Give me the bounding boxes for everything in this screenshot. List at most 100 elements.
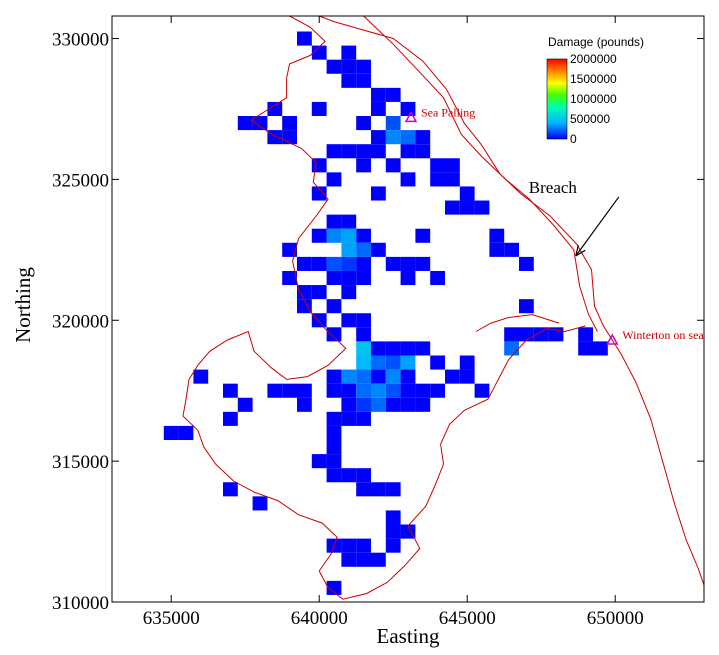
damage-cell [267,383,283,398]
damage-cell [356,144,371,159]
colorbar [546,58,568,140]
damage-cell [504,327,519,342]
place-marker-icon [404,110,418,123]
damage-cell [311,256,327,271]
damage-cell [326,327,342,342]
damage-cell [326,411,342,426]
place-label: Winterton on sea [622,328,704,342]
damage-cell [252,496,268,511]
damage-cell [326,369,342,384]
damage-cell [371,383,386,398]
damage-cell [178,425,194,441]
boundary-line [319,16,704,586]
damage-cell [311,45,327,60]
damage-cell [400,383,416,398]
x-axis-title: Easting [377,624,440,648]
damage-cell [326,256,342,271]
damage-cell [252,116,268,131]
damage-cell [385,158,401,173]
damage-cell [341,73,357,88]
damage-cell [341,45,357,60]
coastline-boundary [182,16,704,600]
damage-cell [356,116,371,131]
damage-cell [371,397,386,412]
damage-cell [341,397,357,412]
x-tick-label: 635000 [143,608,200,629]
damage-cell [282,270,297,286]
y-tick-label: 310000 [52,593,109,614]
damage-cell [356,242,371,257]
damage-cell [223,383,238,398]
damage-cell [430,172,445,187]
damage-cell [489,242,505,257]
damage-cell [282,116,297,131]
damage-cell [341,256,357,271]
damage-cell [297,383,312,398]
damage-cell [385,369,401,384]
damage-cell [519,327,534,342]
damage-cell [356,369,371,384]
damage-cell [533,327,549,342]
damage-cell [341,285,357,300]
damage-cell [356,482,371,497]
damage-cell [400,341,416,356]
damage-cell [341,228,357,243]
damage-cell [356,397,371,412]
damage-cell [341,552,357,567]
damage-cell [356,383,371,398]
damage-cell [223,411,238,426]
damage-cell [519,256,534,271]
damage-cell [297,256,312,271]
damage-cell [371,186,386,201]
damage-cell [163,425,179,441]
damage-cell [341,214,357,229]
damage-cell [430,158,445,173]
damage-cell [356,228,371,243]
place-label: Sea Palling [421,105,475,119]
damage-cell [311,454,327,469]
damage-cell [326,454,342,469]
damage-cell [356,468,371,483]
damage-cell [282,130,297,145]
damage-cell [371,130,386,145]
damage-cell [430,355,445,370]
damage-cell [445,158,460,173]
damage-cells [163,31,608,595]
damage-cell [326,270,342,286]
damage-cell [341,144,357,159]
damage-cell [400,172,416,187]
damage-cell [445,172,460,187]
breach-arrow-shaft [575,196,620,257]
damage-cell [459,355,475,370]
damage-cell [385,524,401,539]
damage-cell [282,242,297,257]
damage-cell [297,285,312,300]
damage-cell [459,200,475,215]
damage-cell [341,59,357,74]
y-tick-label: 325000 [52,170,109,191]
damage-cell [400,270,416,286]
damage-cell [356,313,371,328]
annotations: Sea Palling Winterton on sea Breach [404,105,704,345]
damage-cell [459,186,475,201]
damage-cell [385,116,401,131]
damage-cell [356,411,371,426]
damage-cell [415,144,431,159]
damage-cell [282,383,297,398]
damage-cell [356,158,371,173]
damage-cell [356,341,371,356]
place-marker-icon [605,333,619,345]
damage-cell [385,130,401,145]
boundary-line [475,314,560,332]
damage-cell [400,144,416,159]
damage-cell [400,101,416,117]
damage-cell [400,524,416,539]
damage-cell [385,87,401,102]
damage-cell [341,411,357,426]
damage-cell [504,341,519,356]
damage-cell [356,59,371,74]
damage-cell [400,397,416,412]
damage-cell [474,383,490,398]
damage-cell [400,355,416,370]
